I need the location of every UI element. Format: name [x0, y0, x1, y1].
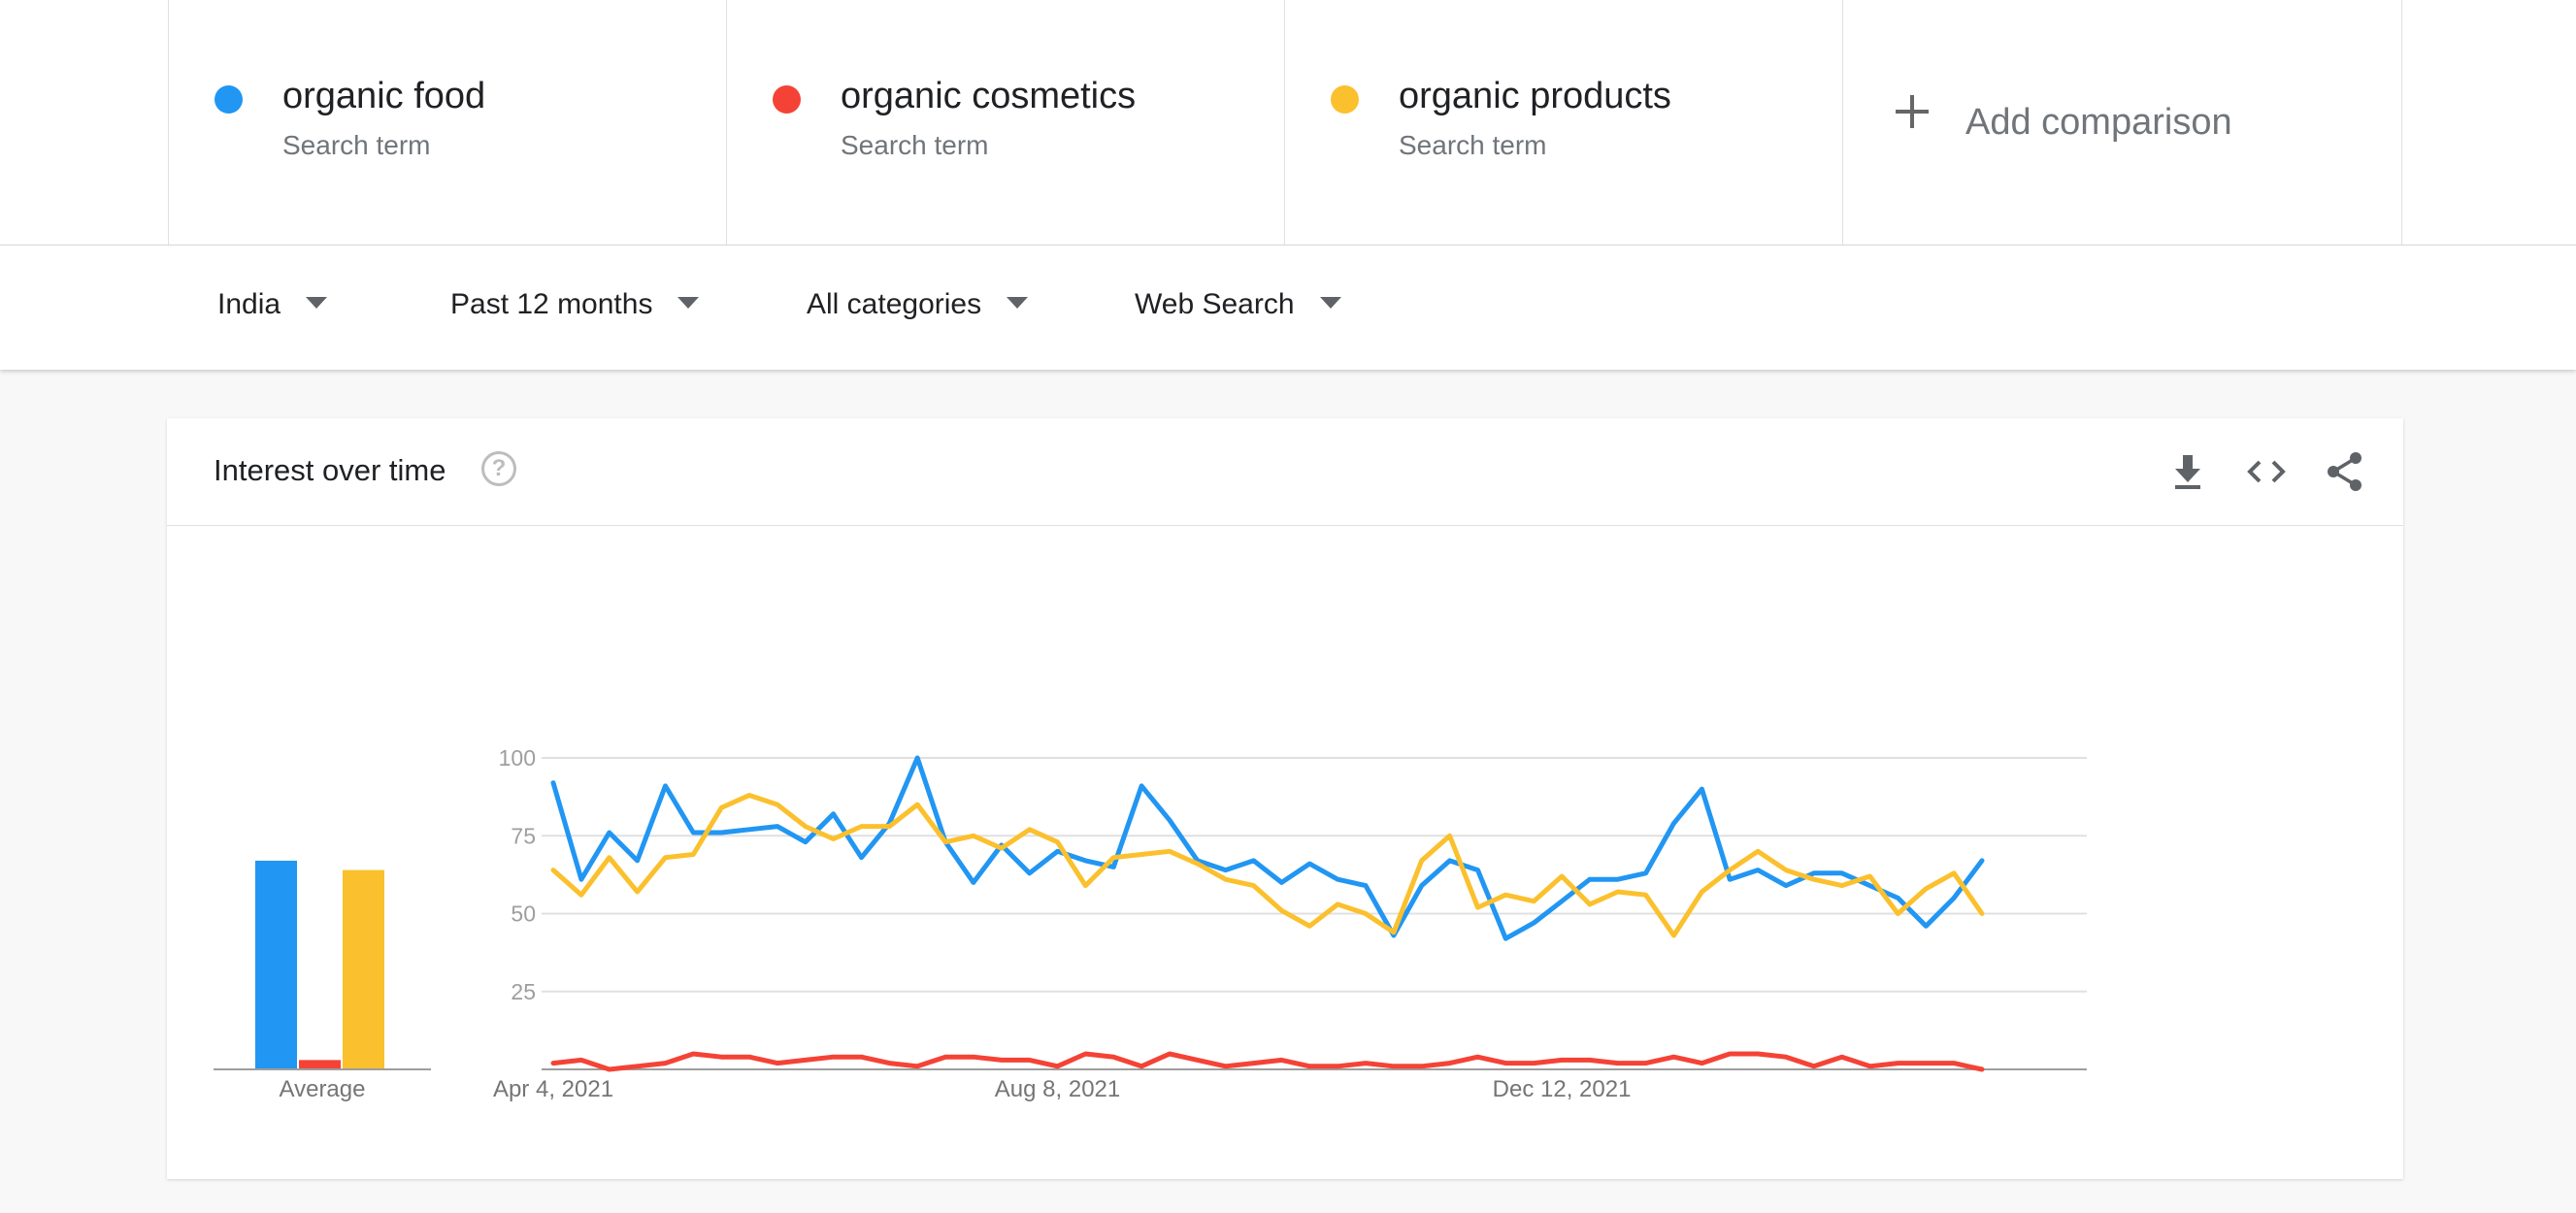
series-lines [550, 755, 1985, 1072]
term-type: Search term [841, 130, 989, 160]
search-type-value: Web Search [1135, 288, 1295, 320]
term-card-organic-food[interactable]: organic food Search term [168, 0, 726, 245]
category-dropdown[interactable]: All categories [807, 288, 1029, 321]
x-tick-label: Apr 4, 2021 [493, 1076, 613, 1102]
embed-code-icon[interactable] [2242, 447, 2291, 496]
series-color-dot [1331, 85, 1359, 114]
interest-chart: Average 25 50 75 100 Apr 4, 2021 Aug 8, 2021… [214, 745, 2087, 1102]
caret-down-icon [1319, 297, 1341, 310]
term-card-organic-cosmetics[interactable]: organic cosmetics Search term [726, 0, 1284, 245]
share-icon-graphic [2328, 452, 2361, 491]
term-type: Search term [282, 130, 431, 160]
time-range-dropdown[interactable]: Past 12 months [450, 288, 700, 321]
card-title: Interest over time [214, 453, 446, 487]
series-line-organic-products[interactable] [550, 793, 1985, 938]
average-bar-organic-food[interactable] [255, 860, 297, 1069]
average-bar-organic-cosmetics[interactable] [299, 1060, 341, 1069]
series-color-dot [215, 85, 243, 114]
region-dropdown[interactable]: India [217, 288, 328, 321]
y-axis-ticks: 25 50 75 100 [499, 745, 536, 1004]
share-icon[interactable] [2321, 447, 2369, 496]
download-icon-graphic [2175, 455, 2200, 489]
comparison-header: organic food Search term organic cosmeti… [0, 0, 2576, 246]
y-tick-label: 100 [499, 745, 536, 770]
plus-icon [1896, 95, 1929, 128]
filter-bar: India Past 12 months All categories Web … [0, 246, 2576, 370]
category-value: All categories [807, 288, 982, 320]
add-comparison-button[interactable]: Add comparison [1842, 0, 2402, 245]
time-range-value: Past 12 months [450, 288, 653, 320]
y-tick-label: 25 [511, 979, 536, 1004]
help-icon[interactable]: ? [481, 451, 516, 486]
average-label: Average [280, 1076, 366, 1102]
average-bars: Average [214, 860, 431, 1102]
x-tick-label: Dec 12, 2021 [1493, 1076, 1632, 1102]
term-name: organic cosmetics [841, 76, 1137, 116]
series-line-organic-food[interactable] [550, 755, 1985, 941]
card-header: Interest over time ? [167, 418, 2403, 526]
term-name: organic food [282, 76, 486, 116]
term-type: Search term [1399, 130, 1547, 160]
x-tick-label: Aug 8, 2021 [995, 1076, 1120, 1102]
download-icon[interactable] [2163, 447, 2212, 496]
series-line-organic-cosmetics[interactable] [550, 1051, 1985, 1072]
y-tick-label: 50 [511, 902, 536, 927]
interest-over-time-card: Interest over time ? [167, 418, 2403, 1179]
region-value: India [217, 288, 281, 320]
series-color-dot [773, 85, 801, 114]
caret-down-icon [1007, 297, 1029, 310]
caret-down-icon [677, 297, 700, 310]
caret-down-icon [306, 297, 328, 310]
embed-code-icon-graphic [2247, 460, 2286, 483]
search-type-dropdown[interactable]: Web Search [1135, 288, 1341, 321]
x-axis-ticks: Apr 4, 2021 Aug 8, 2021 Dec 12, 2021 [493, 1076, 1631, 1102]
add-comparison-label: Add comparison [1965, 102, 2232, 143]
term-card-organic-products[interactable]: organic products Search term [1284, 0, 1842, 245]
y-tick-label: 75 [511, 823, 536, 848]
term-name: organic products [1399, 76, 1671, 116]
chart-area[interactable]: Average 25 50 75 100 Apr 4, 2021 Aug 8, 2021… [167, 526, 2403, 1178]
average-bar-organic-products[interactable] [343, 869, 384, 1069]
